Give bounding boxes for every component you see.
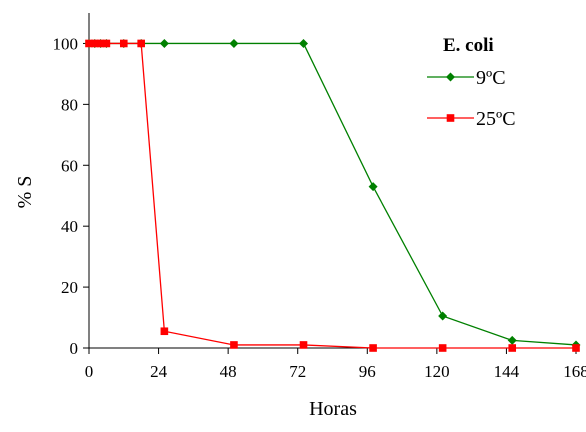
legend-label-1: 25ºC xyxy=(476,108,516,130)
y-tick-label-2: 40 xyxy=(61,217,78,236)
y-tick-label-5: 100 xyxy=(53,34,79,53)
series-0-point-6 xyxy=(159,38,169,48)
series-0-point-7 xyxy=(229,38,239,48)
series-1-point-1 xyxy=(90,39,99,48)
x-tick-label-2: 48 xyxy=(220,362,237,381)
series-1-point-9 xyxy=(369,344,377,352)
series-1-point-3 xyxy=(102,39,111,48)
x-tick-label-1: 24 xyxy=(150,362,168,381)
series-0-point-10 xyxy=(438,311,448,321)
series-1-point-0 xyxy=(85,39,93,48)
x-tick-label-7: 168 xyxy=(563,362,586,381)
series-1-point-5 xyxy=(137,39,145,48)
ticks: 0 24 48 72 96 120 144 168 0 20 40 60 80 100 xyxy=(53,34,586,381)
y-tick-label-4: 80 xyxy=(61,95,78,114)
series-0-point-11 xyxy=(507,335,517,345)
x-tick-label-6: 144 xyxy=(494,362,520,381)
series-1 xyxy=(85,39,580,352)
x-tick-label-3: 72 xyxy=(289,362,306,381)
series-1-line xyxy=(89,42,576,349)
y-tick-label-0: 0 xyxy=(70,339,79,358)
series-1-point-11 xyxy=(508,344,517,352)
x-tick-label-5: 120 xyxy=(424,362,450,381)
x-axis-title: Horas xyxy=(309,398,357,420)
legend-title: E. coli xyxy=(443,35,494,56)
series-0 xyxy=(84,38,581,350)
legend-marker-0 xyxy=(446,72,455,82)
series-1-point-8 xyxy=(299,341,308,349)
series-1-point-7 xyxy=(230,341,238,349)
y-tick-label-3: 60 xyxy=(61,156,78,175)
x-tick-label-4: 96 xyxy=(359,362,376,381)
series-1-point-6 xyxy=(160,327,169,336)
series-1-point-2 xyxy=(96,39,105,48)
legend-marker-1 xyxy=(446,114,455,122)
x-tick-label-0: 0 xyxy=(85,362,94,381)
series-0-point-8 xyxy=(299,38,309,48)
y-axis-title: % S xyxy=(14,176,36,209)
legend-label-0: 9ºC xyxy=(476,67,506,89)
series-1-point-4 xyxy=(119,39,128,48)
series-1-point-10 xyxy=(438,344,447,352)
series-layer xyxy=(84,38,581,352)
legend: E. coli 9ºC 25ºC xyxy=(427,35,516,130)
series-0-point-9 xyxy=(368,182,378,192)
series-1-point-12 xyxy=(572,344,580,352)
y-tick-label-1: 20 xyxy=(61,278,78,297)
